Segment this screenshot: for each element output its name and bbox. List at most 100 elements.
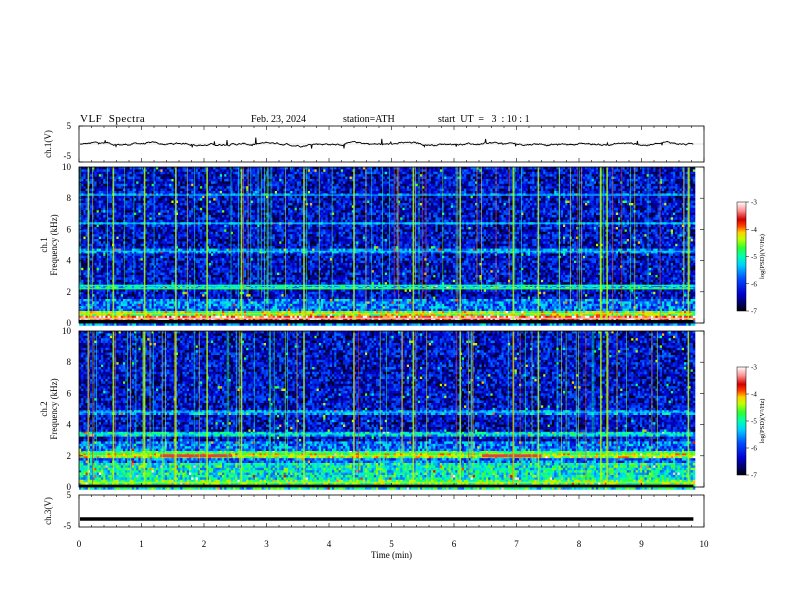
- spectrogram-cell: [321, 167, 324, 170]
- spectrogram-cell: [567, 181, 570, 184]
- spectrogram-cell: [220, 205, 223, 208]
- spectrogram-cell: [385, 191, 388, 194]
- spectrogram-cell: [526, 172, 529, 175]
- spectrogram-cell: [119, 196, 122, 199]
- spectrogram-cell: [83, 198, 86, 201]
- spectrogram-cell: [99, 179, 102, 182]
- spectrogram-cell: [268, 181, 271, 184]
- spectrogram-cell: [446, 198, 449, 201]
- spectrogram-cell: [664, 184, 667, 187]
- spectrogram-cell: [442, 174, 445, 177]
- spectrogram-cell: [666, 181, 669, 184]
- spectrogram-cell: [147, 181, 150, 184]
- spectrogram-cell: [116, 191, 119, 194]
- spectrogram-cell: [310, 172, 313, 175]
- spectrogram-cell: [350, 167, 353, 170]
- spectrogram-cell: [435, 201, 438, 204]
- spectrogram-cell: [339, 196, 342, 199]
- spectrogram-cell: [677, 177, 680, 180]
- spectrogram-cell: [286, 191, 289, 194]
- spectrogram-cell: [655, 169, 658, 172]
- spectrogram-cell: [451, 201, 454, 204]
- spectrogram-cell: [565, 172, 568, 175]
- spectrogram-cell: [651, 179, 654, 182]
- spectrogram-cell: [446, 184, 449, 187]
- spectrogram-cell: [583, 203, 586, 206]
- spectrogram-cell: [158, 174, 161, 177]
- spectrogram-cell: [644, 201, 647, 204]
- spectrogram-cell: [136, 181, 139, 184]
- spectrogram-cell: [281, 198, 284, 201]
- spectrogram-cell: [543, 189, 546, 192]
- spectrogram-cell: [552, 205, 555, 208]
- spectrogram-cell: [189, 169, 192, 172]
- spectrogram-cell: [468, 184, 471, 187]
- spectrogram-cell: [675, 189, 678, 192]
- spectrogram-cell: [567, 198, 570, 201]
- spectrogram-cell: [198, 169, 201, 172]
- spectrogram-cell: [218, 186, 221, 189]
- spectrogram-cell: [268, 167, 271, 170]
- spectrogram-cell: [545, 177, 548, 180]
- spectrogram-cell: [224, 184, 227, 187]
- spectrogram-cell: [165, 201, 168, 204]
- spectrogram-cell: [471, 167, 474, 170]
- spectrogram-cell: [534, 198, 537, 201]
- spectrogram-cell: [165, 186, 168, 189]
- spectrogram-cell: [497, 189, 500, 192]
- spectrogram-cell: [468, 172, 471, 175]
- spectrogram-cell: [295, 177, 298, 180]
- spectrogram-cell: [497, 167, 500, 170]
- spectrogram-cell: [321, 172, 324, 175]
- spectrogram-cell: [101, 198, 104, 201]
- spectrogram-cell: [473, 189, 476, 192]
- spectrogram-cell: [299, 198, 302, 201]
- spectrogram-cell: [321, 169, 324, 172]
- spectrogram-cell: [308, 167, 311, 170]
- spectrogram-cell: [171, 196, 174, 199]
- spectrogram-cell: [391, 177, 394, 180]
- spectrogram-cell: [356, 205, 359, 208]
- spectrogram-cell: [451, 169, 454, 172]
- spectrogram-cell: [180, 181, 183, 184]
- spectrogram-cell: [453, 196, 456, 199]
- spectrogram-cell: [125, 179, 128, 182]
- spectrogram-cell: [653, 191, 656, 194]
- spectrogram-cell: [125, 172, 128, 175]
- spectrogram-cell: [378, 167, 381, 170]
- spectrogram-cell: [376, 189, 379, 192]
- spectrogram-cell: [185, 208, 188, 211]
- spectrogram-cell: [473, 198, 476, 201]
- spectrogram-cell: [691, 179, 694, 182]
- spectrogram-cell: [519, 167, 522, 170]
- spectrogram-cell: [341, 203, 344, 206]
- spectrogram-cell: [196, 203, 199, 206]
- spectrogram-cell: [361, 167, 364, 170]
- spectrogram-cell: [156, 196, 159, 199]
- spectrogram-cell: [468, 186, 471, 189]
- spectrogram-cell: [125, 205, 128, 208]
- spectrogram-cell: [119, 167, 122, 170]
- spectrogram-cell: [211, 177, 214, 180]
- spectrogram-cell: [453, 179, 456, 182]
- spectrogram-cell: [167, 186, 170, 189]
- spectrogram-cell: [636, 205, 639, 208]
- spectrogram-cell: [526, 203, 529, 206]
- spectrogram-cell: [147, 203, 150, 206]
- spectrogram-cell: [81, 174, 84, 177]
- spectrogram-cell: [292, 191, 295, 194]
- spectrogram-cell: [431, 167, 434, 170]
- spectrogram-cell: [99, 191, 102, 194]
- spectrogram-cell: [292, 172, 295, 175]
- spectrogram-cell: [101, 174, 104, 177]
- spectrogram-cell: [526, 198, 529, 201]
- spectrogram-cell: [625, 196, 628, 199]
- spectrogram-cell: [336, 205, 339, 208]
- spectrogram-cell: [367, 196, 370, 199]
- spectrogram-cell: [158, 186, 161, 189]
- spectrogram-cell: [431, 198, 434, 201]
- spectrogram-cell: [290, 196, 293, 199]
- spectrogram-cell: [277, 189, 280, 192]
- ch1-spectrogram-panel: 1086420ch.1 Frequency (kHz): [39, 162, 704, 328]
- spectrogram-cell: [453, 184, 456, 187]
